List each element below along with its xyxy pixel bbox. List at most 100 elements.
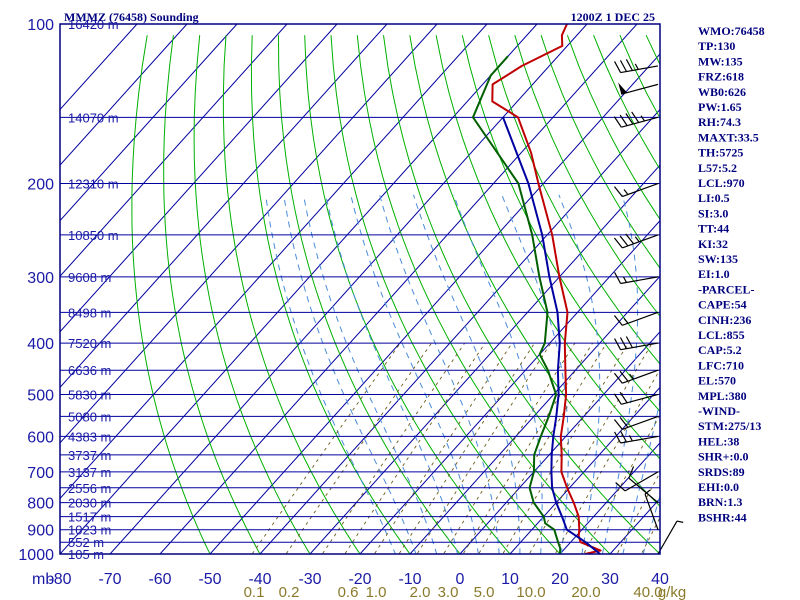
temperature-tick-label: 20 [551,571,569,588]
dry-adiabats [131,34,660,554]
mixing-ratio-line [251,342,401,554]
index-item: CAPE:54 [698,298,747,312]
wind-barbs [613,59,684,555]
mixing-ratio-label: 10.0 [516,584,545,600]
index-item: LCL:970 [698,176,745,190]
index-item: RH:74.3 [698,115,741,129]
isotherm-line [259,108,660,554]
mixing-ratio-labels: 0.1 0.2 0.6 1.0 2.0 3.0 5.0 10.0 20.0 40.0g/kg [244,584,687,600]
wind-barb [614,59,659,74]
index-item: BSHR:44 [698,510,747,524]
index-item: KI:32 [698,237,728,251]
index-item: L57:5.2 [698,161,737,175]
index-item: -WIND- [698,404,740,418]
dry-adiabat [488,35,660,365]
dry-adiabat [514,35,660,318]
height-label: 3737 m [68,448,111,463]
wind-barb [613,111,659,128]
isotherm-line [159,24,638,554]
mixing-ratio-line [616,471,660,554]
pressure-tick-label: 400 [27,336,54,353]
pressure-tick-label: 700 [27,465,54,482]
height-label: 4383 m [68,429,111,444]
height-label: 3137 m [68,465,111,480]
dry-adiabat [383,35,660,554]
height-label: 16420 m [68,17,119,32]
pressure-tick-label: 300 [27,270,54,287]
index-item: LFC:710 [698,358,744,372]
height-label: 5830 m [68,387,111,402]
sounding-profiles [472,24,602,554]
y-unit-label: mb [32,571,54,588]
dry-adiabat [163,35,261,554]
index-item: LCL:855 [698,328,745,342]
chart-subtitle: 1200Z 1 DEC 25 [571,10,655,24]
isotherm-line [60,24,488,500]
isotherm-line [60,24,388,389]
isotherm-line [559,442,660,554]
mixing-ratio-label: 0.6 [338,584,359,600]
index-item: SI:3.0 [698,206,728,220]
height-label: 10850 m [68,228,119,243]
pressure-tick-label: 900 [27,523,54,540]
wind-barb [657,520,684,555]
index-item: MW:135 [698,54,743,68]
pressure-tick-label: 600 [27,429,54,446]
dry-adiabat [435,35,660,460]
temperature-tick-label: 30 [601,571,619,588]
wind-barb [628,466,659,504]
dry-adiabat [540,35,660,269]
index-item: EHI:0.0 [698,480,739,494]
height-label: 8498 m [68,305,111,320]
temperature-tick-label: 40 [651,571,669,588]
height-labels: 16420 m 14070 m 12310 m 10850 m 9608 m 8498 m… [68,17,119,562]
wind-barb [613,369,659,384]
moist-adiabat [325,194,459,554]
mixing-ratio-label: 2.0 [410,584,431,600]
index-item: SHR+:0.0 [698,450,749,464]
mixing-ratio-line [478,342,607,554]
height-label: 2030 m [68,496,111,511]
index-item: CINH:236 [698,313,751,327]
index-item: LI:0.5 [698,191,730,205]
height-label: 6636 m [68,363,111,378]
mixing-ratio-label: 5.0 [474,584,495,600]
isotherm-line [359,219,660,554]
isotherm-line [60,24,438,444]
index-item: CAP:5.2 [698,343,742,357]
index-item: WB0:626 [698,85,746,99]
dry-adiabat [131,35,211,554]
index-item: STM:275/13 [698,419,761,433]
index-item: BRN:1.3 [698,495,742,509]
temperature-tick-label: -70 [98,571,121,588]
temperature-tick-label: -60 [148,571,171,588]
moist-adiabat [642,494,660,554]
index-item: FRZ:618 [698,70,744,84]
index-item: EL:570 [698,374,736,388]
isotherms [60,24,660,554]
index-item: MAXT:33.5 [698,130,759,144]
temperature-tick-label: -30 [298,571,321,588]
pressure-tick-label: 1000 [18,547,54,564]
index-item: PW:1.65 [698,100,742,114]
plot-frame [59,23,661,555]
chart-title: MMMZ (76458) Sounding [64,10,199,24]
wind-barb [613,311,659,326]
pressure-tick-labels: 100 200 300 400 500 600 700 800 900 1000 [18,17,54,564]
mixing-ratio-line [640,516,660,554]
mixing-ratio-line [398,342,535,554]
isotherm-line [60,24,338,333]
height-label: 552 m [68,535,104,550]
mixing-ratio-line [321,342,466,554]
wind-barb [618,82,659,95]
index-item: TP:130 [698,39,735,53]
dry-adiabat [304,35,511,554]
height-label: 9608 m [68,270,111,285]
dry-adiabat [330,35,561,554]
index-item: HEL:38 [698,434,739,448]
temperature-tick-label: -10 [398,571,421,588]
temperature-tick-label: 0 [456,571,465,588]
mixing-ratio-line [373,342,513,554]
temperature-tick-label: -50 [198,571,221,588]
